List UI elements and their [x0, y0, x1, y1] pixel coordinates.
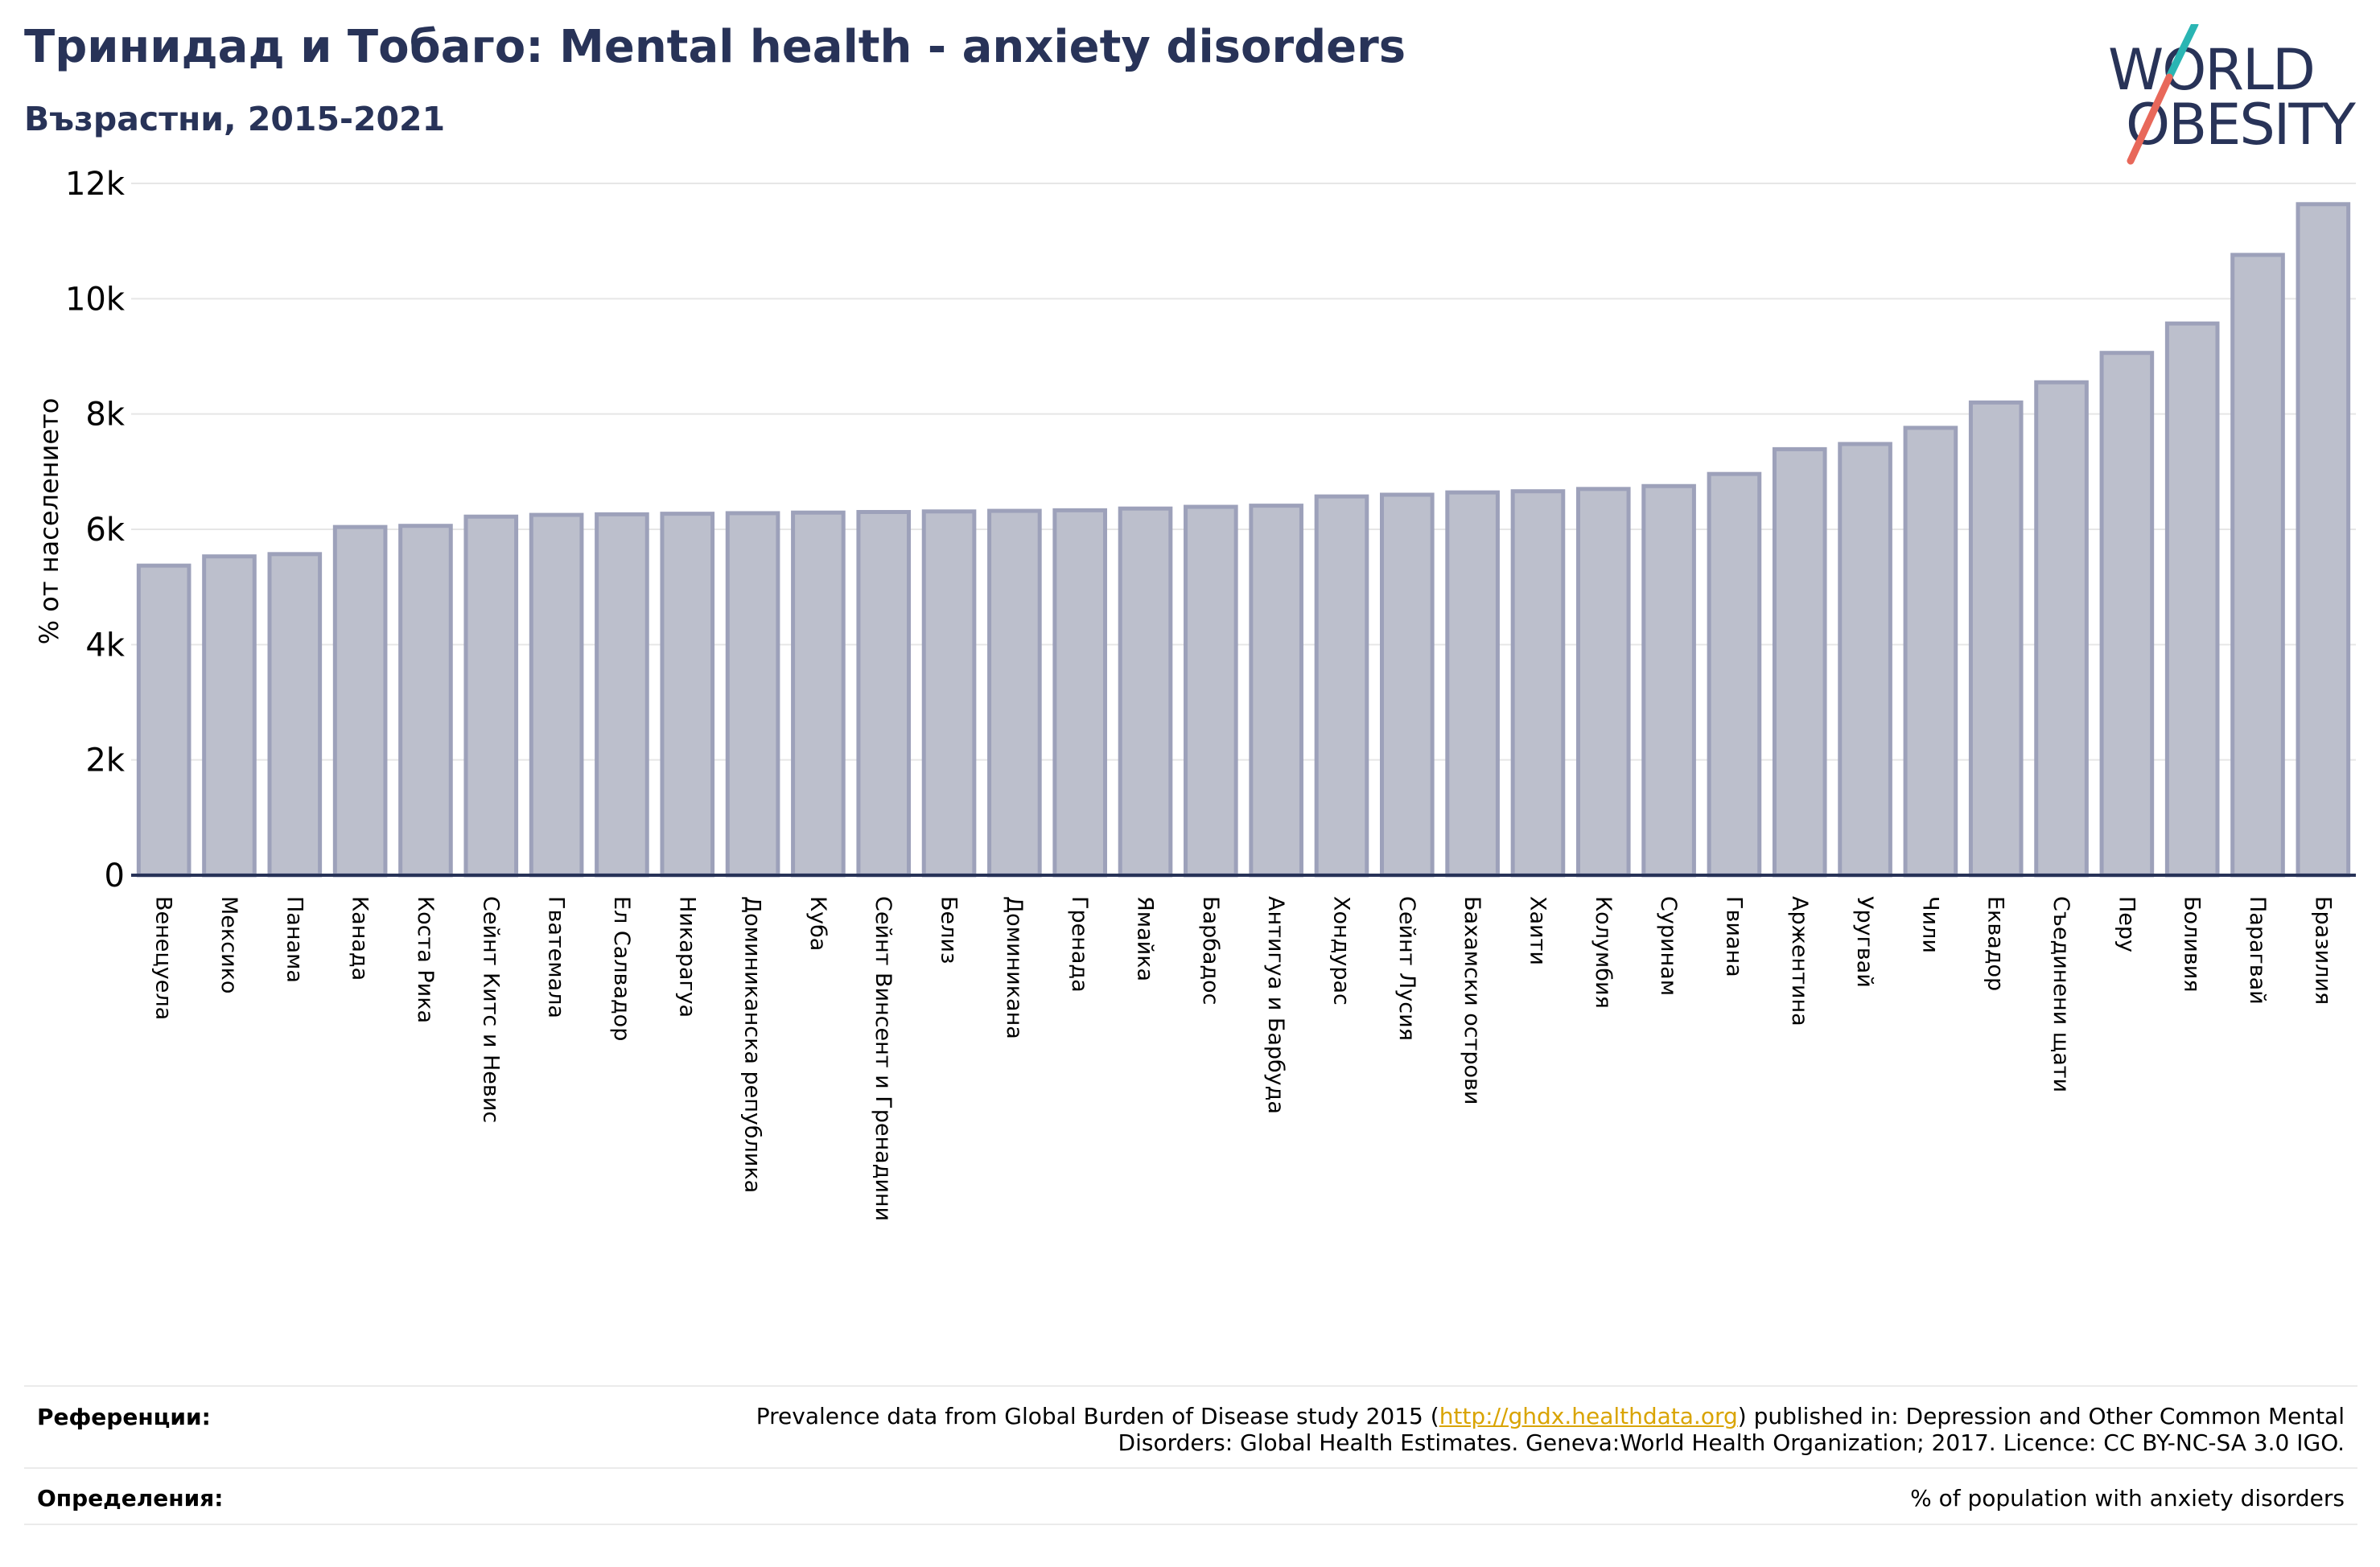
y-tick-label: 6k: [85, 512, 125, 549]
y-tick-label: 12k: [65, 166, 126, 203]
x-tick-label: Никарагуа: [674, 896, 699, 1018]
x-tick-label: Бахамски острови: [1460, 896, 1484, 1104]
footer-divider-middle: [24, 1467, 2357, 1469]
bar: [332, 524, 388, 878]
x-tick-label: Антигуа и Барбуда: [1263, 896, 1288, 1114]
x-tick-label: Съединени щати: [2049, 896, 2073, 1092]
y-tick-label: 10k: [65, 281, 126, 318]
bar: [267, 552, 323, 878]
x-tick-label: Бразилия: [2310, 896, 2335, 1005]
x-tick-label: Ел Салвадор: [609, 896, 634, 1041]
y-tick-label: 0: [105, 858, 125, 895]
bar: [136, 563, 191, 878]
page-title: Тринидад и Тобаго: Mental health - anxie…: [24, 21, 1406, 73]
x-tick-label: Аржентина: [1787, 896, 1812, 1026]
x-tick-label: Коста Рика: [413, 896, 438, 1023]
x-tick-label: Ямайка: [1133, 896, 1158, 981]
bar: [1968, 400, 2024, 878]
y-tick-label: 4k: [85, 627, 125, 664]
bar: [398, 524, 453, 878]
x-tick-label: Суринам: [1656, 896, 1681, 996]
page-subtitle: Възрастни, 2015-2021: [24, 100, 446, 138]
world-obesity-logo: WORLD OBESITY: [2092, 24, 2366, 169]
bar: [725, 511, 780, 878]
references-label: Референции:: [37, 1404, 211, 1430]
x-tick-label: Куба: [805, 896, 830, 951]
x-tick-label: Панама: [282, 896, 307, 983]
footer-divider-top: [24, 1385, 2357, 1387]
references-post: ) published in: Depression and Other Com…: [1737, 1403, 2345, 1429]
bar: [202, 554, 257, 878]
references-pre: Prevalence data from Global Burden of Di…: [756, 1403, 1439, 1429]
x-tick-label: Перу: [2114, 896, 2139, 952]
bar: [2034, 380, 2089, 878]
bar: [1445, 490, 1500, 878]
y-tick-label: 2k: [85, 742, 125, 779]
x-tick-label: Гвиана: [1721, 896, 1746, 977]
x-tick-label: Сейнт Китс и Невис: [478, 896, 503, 1123]
x-tick-label: Хаити: [1525, 896, 1550, 965]
x-tick-label: Мексико: [216, 896, 241, 993]
logo-line1: WORLD: [2108, 37, 2316, 103]
bar: [529, 512, 584, 878]
references-text: Prevalence data from Global Burden of Di…: [756, 1403, 2345, 1456]
bar: [1707, 471, 1762, 878]
bar: [1903, 426, 1958, 878]
bar: [1118, 506, 1173, 878]
x-tick-label: Доминикана: [1002, 896, 1027, 1039]
bar: [595, 512, 649, 878]
bar: [921, 509, 977, 878]
definitions-text: % of population with anxiety disorders: [1910, 1485, 2345, 1511]
logo-slash-icon: [2127, 24, 2199, 165]
bar: [2099, 351, 2155, 878]
x-tick-label: Гренада: [1067, 896, 1092, 993]
bar: [1314, 494, 1369, 878]
y-tick-label: 8k: [85, 397, 125, 434]
x-tick-label: Парагвай: [2245, 896, 2270, 1005]
x-tick-label: Канада: [348, 896, 373, 981]
x-tick-label: Колумбия: [1591, 896, 1616, 1009]
logo-line2: OBESITY: [2126, 92, 2356, 158]
bar: [660, 512, 715, 878]
x-tick-label: Хондурас: [1328, 896, 1353, 1006]
references-line2: Disorders: Global Health Estimates. Gene…: [1118, 1429, 2345, 1456]
x-tick-label: Барбадос: [1198, 896, 1223, 1005]
bar: [1772, 446, 1827, 878]
x-tick-label: Чили: [1917, 896, 1942, 953]
x-tick-label: Еквадор: [1983, 896, 2008, 991]
bar: [987, 508, 1042, 878]
bar: [1575, 487, 1631, 878]
x-tick-label: Гватемала: [544, 896, 569, 1018]
bar: [463, 514, 519, 878]
x-tick-label: Уругвай: [1852, 896, 1877, 988]
bar: [791, 510, 846, 878]
references-link[interactable]: http://ghdx.healthdata.org: [1439, 1403, 1738, 1429]
bar: [2296, 202, 2351, 878]
bar: [1641, 483, 1696, 878]
bar: [1184, 504, 1238, 878]
bar: [856, 510, 912, 878]
x-tick-label: Боливия: [2180, 896, 2205, 993]
bar: [1052, 508, 1108, 878]
footer-divider-bottom: [24, 1524, 2357, 1525]
bar: [2164, 321, 2220, 878]
bar-chart: 0 2k 4k 6k 8k 10k 12k % от населението Венецуела…: [34, 166, 2356, 1221]
definitions-label: Определения:: [37, 1485, 224, 1511]
x-tick-label: Белиз: [937, 896, 961, 964]
bar: [1379, 492, 1435, 878]
x-tick-label: Венецуела: [151, 896, 176, 1020]
y-axis-label: % от населението: [34, 398, 64, 645]
bar: [2230, 253, 2285, 878]
x-tick-label: Доминиканска република: [740, 896, 765, 1193]
x-tick-label: Сейнт Винсент и Гренадини: [871, 896, 896, 1221]
x-tick-label: Сейнт Лусия: [1394, 896, 1419, 1041]
bar: [1838, 442, 1892, 878]
bar: [1249, 504, 1303, 878]
bar: [1510, 489, 1566, 878]
